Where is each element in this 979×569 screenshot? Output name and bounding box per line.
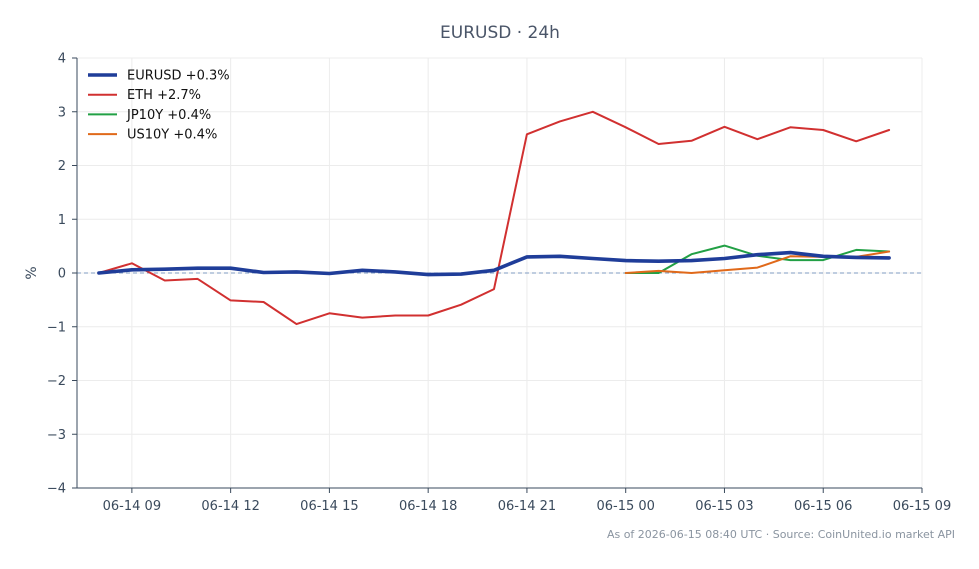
y-tick-label: −1 (47, 320, 66, 335)
legend: EURUSD +0.3% ETH +2.7% JP10Y +0.4% US10Y +0… (88, 69, 230, 143)
x-tick-label: 06-14 18 (399, 499, 457, 514)
series-line-eth (97, 110, 891, 326)
y-tick-label: 2 (58, 159, 66, 174)
legend-label-eth: ETH +2.7% (127, 88, 201, 103)
y-tick-label: −2 (47, 374, 66, 389)
x-axis-ticks: 06-14 09 06-14 12 06-14 15 06-14 18 06-14 21… (103, 488, 951, 514)
y-tick-label: 0 (58, 267, 66, 282)
y-tick-label: 1 (58, 213, 66, 228)
legend-label-eurusd: EURUSD +0.3% (127, 69, 230, 84)
x-tick-label: 06-15 03 (695, 499, 753, 514)
legend-label-jp10y: JP10Y +0.4% (126, 108, 211, 123)
y-tick-label: 4 (58, 52, 66, 67)
y-tick-label: −3 (47, 428, 66, 443)
x-tick-label: 06-14 21 (498, 499, 556, 514)
x-tick-label: 06-15 00 (596, 499, 654, 514)
source-footnote: As of 2026-06-15 08:40 UTC · Source: Coi… (607, 528, 955, 541)
x-tick-label: 06-14 09 (103, 499, 161, 514)
y-tick-label: −4 (47, 482, 66, 497)
x-tick-label: 06-15 06 (794, 499, 852, 514)
legend-label-us10y: US10Y +0.4% (127, 128, 217, 143)
series-line-eurusd (97, 250, 891, 277)
chart-title: EURUSD · 24h (440, 23, 560, 43)
x-tick-label: 06-14 15 (300, 499, 358, 514)
y-axis-label: % (24, 266, 40, 279)
y-axis-ticks: 4 3 2 1 0 −1 −2 −3 −4 (47, 52, 77, 497)
x-tick-label: 06-14 12 (201, 499, 259, 514)
series-lines (97, 110, 891, 326)
x-tick-label: 06-15 09 (893, 499, 951, 514)
y-tick-label: 3 (58, 105, 66, 120)
